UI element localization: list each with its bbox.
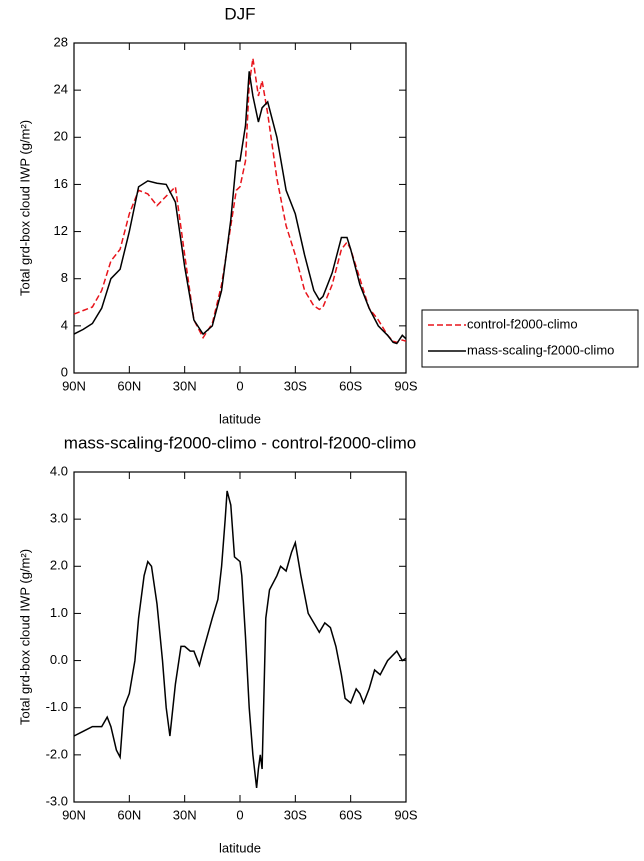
y-tick-label: 12	[54, 223, 68, 238]
y-tick-label: 16	[54, 176, 68, 191]
x-tick-label: 30S	[284, 807, 307, 822]
x-tick-label: 0	[236, 378, 243, 393]
x-tick-label: 60S	[339, 378, 362, 393]
y-tick-label: 28	[54, 34, 68, 49]
y-tick-label: 4.0	[50, 463, 68, 478]
x-tick-label: 90N	[62, 807, 86, 822]
y-tick-label: 20	[54, 129, 68, 144]
x-tick-label: 30N	[173, 807, 197, 822]
x-tick-label: 90S	[394, 378, 417, 393]
data-line	[73, 490, 407, 788]
y-tick-label: 4	[61, 317, 68, 332]
y-tick-label: 2.0	[50, 558, 68, 573]
chart-title: DJF	[224, 4, 255, 23]
data-line	[73, 71, 407, 345]
plot-frame	[73, 471, 407, 803]
y-tick-label: 8	[61, 270, 68, 285]
y-axis-label: Total grd-box cloud IWP (g/m²)	[17, 120, 32, 296]
legend: control-f2000-climo mass-scaling-f2000-cl…	[421, 309, 639, 368]
legend-label: mass-scaling-f2000-climo	[467, 342, 614, 357]
y-axis-label: Total grd-box cloud IWP (g/m²)	[17, 549, 32, 725]
y-tick-label: 0.0	[50, 652, 68, 667]
legend-box	[421, 309, 639, 368]
x-tick-label: 30S	[284, 378, 307, 393]
legend-label: control-f2000-climo	[467, 316, 578, 331]
x-tick-label: 60N	[117, 378, 141, 393]
x-tick-label: 90N	[62, 378, 86, 393]
x-tick-label: 60N	[117, 807, 141, 822]
y-tick-label: -2.0	[46, 746, 68, 761]
chart-title: mass-scaling-f2000-climo - control-f2000…	[64, 433, 416, 452]
data-line	[73, 58, 407, 344]
y-tick-label: 3.0	[50, 511, 68, 526]
y-tick-label: -3.0	[46, 793, 68, 808]
x-tick-label: 30N	[173, 378, 197, 393]
y-tick-label: 1.0	[50, 605, 68, 620]
x-tick-label: 60S	[339, 807, 362, 822]
x-axis-label: latitude	[219, 411, 261, 426]
x-tick-label: 90S	[394, 807, 417, 822]
y-tick-label: 0	[61, 364, 68, 379]
y-tick-label: -1.0	[46, 699, 68, 714]
x-axis-label: latitude	[219, 840, 261, 855]
plot-frame	[73, 42, 407, 374]
y-tick-label: 24	[54, 82, 68, 97]
x-tick-label: 0	[236, 807, 243, 822]
